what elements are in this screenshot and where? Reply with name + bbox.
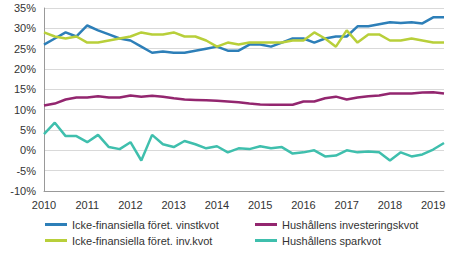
svg-text:5%: 5%	[20, 124, 36, 136]
svg-text:2019: 2019	[421, 199, 445, 211]
svg-text:25%: 25%	[14, 43, 36, 55]
svg-text:2010: 2010	[32, 199, 56, 211]
svg-text:2016: 2016	[291, 199, 315, 211]
svg-text:30%: 30%	[14, 22, 36, 34]
svg-text:Icke-finansiella föret. inv.kv: Icke-finansiella föret. inv.kvot	[72, 235, 212, 247]
svg-text:0%: 0%	[20, 144, 36, 156]
svg-text:2015: 2015	[248, 199, 272, 211]
svg-text:2014: 2014	[205, 199, 229, 211]
svg-text:2011: 2011	[75, 199, 99, 211]
svg-text:2018: 2018	[378, 199, 402, 211]
svg-text:Icke-finansiella föret. vinstk: Icke-finansiella föret. vinstkvot	[72, 219, 219, 231]
svg-text:35%: 35%	[14, 2, 36, 14]
svg-text:2012: 2012	[118, 199, 142, 211]
svg-text:15%: 15%	[14, 83, 36, 95]
svg-text:20%: 20%	[14, 63, 36, 75]
svg-text:2017: 2017	[334, 199, 358, 211]
svg-text:10%: 10%	[14, 104, 36, 116]
svg-text:Hushållens investeringskvot: Hushållens investeringskvot	[282, 219, 418, 231]
svg-text:-5%: -5%	[16, 165, 36, 177]
svg-text:Hushållens sparkvot: Hushållens sparkvot	[282, 235, 381, 247]
svg-text:2013: 2013	[161, 199, 185, 211]
svg-text:-10%: -10%	[10, 185, 36, 197]
